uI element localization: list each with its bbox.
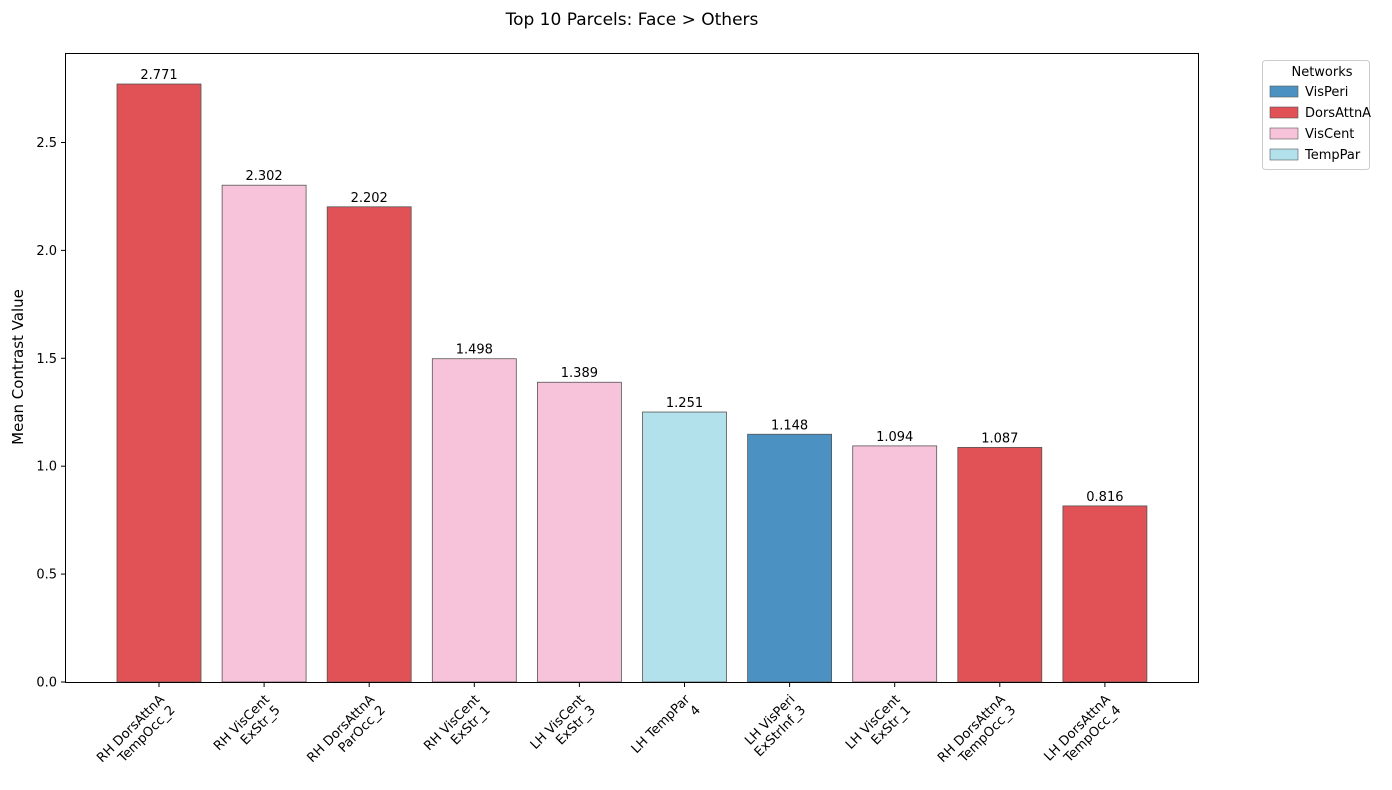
bar-6 xyxy=(642,411,727,683)
bars-group xyxy=(116,83,1148,683)
bar-value-label: 2.202 xyxy=(351,191,388,206)
chart-title: Top 10 Parcels: Face > Others xyxy=(505,10,759,30)
bar-value-label: 0.816 xyxy=(1086,490,1123,505)
x-tick-label: RH DorsAttnATempOcc_2 xyxy=(94,692,178,776)
bar-value-label: 2.302 xyxy=(245,169,282,184)
legend-title: Networks xyxy=(1291,65,1352,80)
bar-value-label: 1.148 xyxy=(771,418,808,433)
legend: Networks VisPeri DorsAttnA VisCent TempPar xyxy=(1262,60,1371,170)
y-tick-label: 2.0 xyxy=(36,244,57,259)
bar-8 xyxy=(852,445,938,683)
bar-7 xyxy=(747,433,832,683)
legend-swatch xyxy=(1269,148,1299,161)
bar-value-label: 2.771 xyxy=(140,68,177,83)
legend-swatch xyxy=(1269,106,1299,119)
bar-5 xyxy=(537,381,622,683)
x-tick-label: RH VisCentExStr_1 xyxy=(421,692,493,764)
bar-value-label: 1.251 xyxy=(666,396,703,411)
x-tick-label-line: 4 xyxy=(687,703,703,719)
x-tick-label: RH DorsAttnAParOcc_2 xyxy=(304,692,388,776)
legend-label: TempPar xyxy=(1304,148,1361,163)
bar-10 xyxy=(1062,505,1148,683)
bar-value-label: 1.389 xyxy=(561,366,598,381)
y-axis-label: Mean Contrast Value xyxy=(9,289,27,445)
value-labels-group: 2.771 2.302 2.202 1.498 1.389 1.251 1.148 1.094… xyxy=(140,68,1123,505)
x-tick-label: LH DorsAttnATempOcc_4 xyxy=(1041,692,1124,775)
x-tick-label-line: LH TempPar xyxy=(629,692,694,757)
y-tick-label: 0.0 xyxy=(36,676,57,691)
bar-value-label: 1.498 xyxy=(456,343,493,358)
legend-label: DorsAttnA xyxy=(1305,106,1371,121)
y-tick-label: 1.0 xyxy=(36,460,57,475)
legend-swatch xyxy=(1269,127,1299,140)
legend-entries: VisPeri DorsAttnA VisCent TempPar xyxy=(1269,85,1371,163)
legend-label: VisCent xyxy=(1305,127,1354,142)
bar-value-label: 1.094 xyxy=(876,430,913,445)
x-tick-label: LH TempPar4 xyxy=(629,692,705,768)
y-tick-label: 2.5 xyxy=(36,136,57,151)
plot-frame xyxy=(65,53,1199,683)
x-axis-ticks: RH DorsAttnATempOcc_2 RH VisCentExStr_5 RH… xyxy=(94,682,1124,776)
y-tick-label: 1.5 xyxy=(36,352,57,367)
x-tick-label: RH VisCentExStr_5 xyxy=(211,692,283,764)
y-axis-ticks: 0.0 0.5 1.0 1.5 2.0 2.5 xyxy=(36,136,66,691)
x-tick-label: LH VisPeriExStrInf_3 xyxy=(741,692,809,760)
y-tick-label: 0.5 xyxy=(36,568,57,583)
x-tick-label: RH DorsAttnATempOcc_3 xyxy=(935,692,1019,776)
legend-swatch xyxy=(1269,85,1299,98)
bar-1 xyxy=(116,83,202,683)
bar-3 xyxy=(326,206,412,683)
x-tick-label: LH VisCentExStr_1 xyxy=(843,692,914,763)
bar-9 xyxy=(957,447,1043,683)
bar-2 xyxy=(221,184,307,683)
legend-label: VisPeri xyxy=(1305,85,1348,100)
bar-value-label: 1.087 xyxy=(981,431,1018,446)
x-tick-label: LH VisCentExStr_3 xyxy=(528,692,599,763)
bar-4 xyxy=(431,358,517,683)
